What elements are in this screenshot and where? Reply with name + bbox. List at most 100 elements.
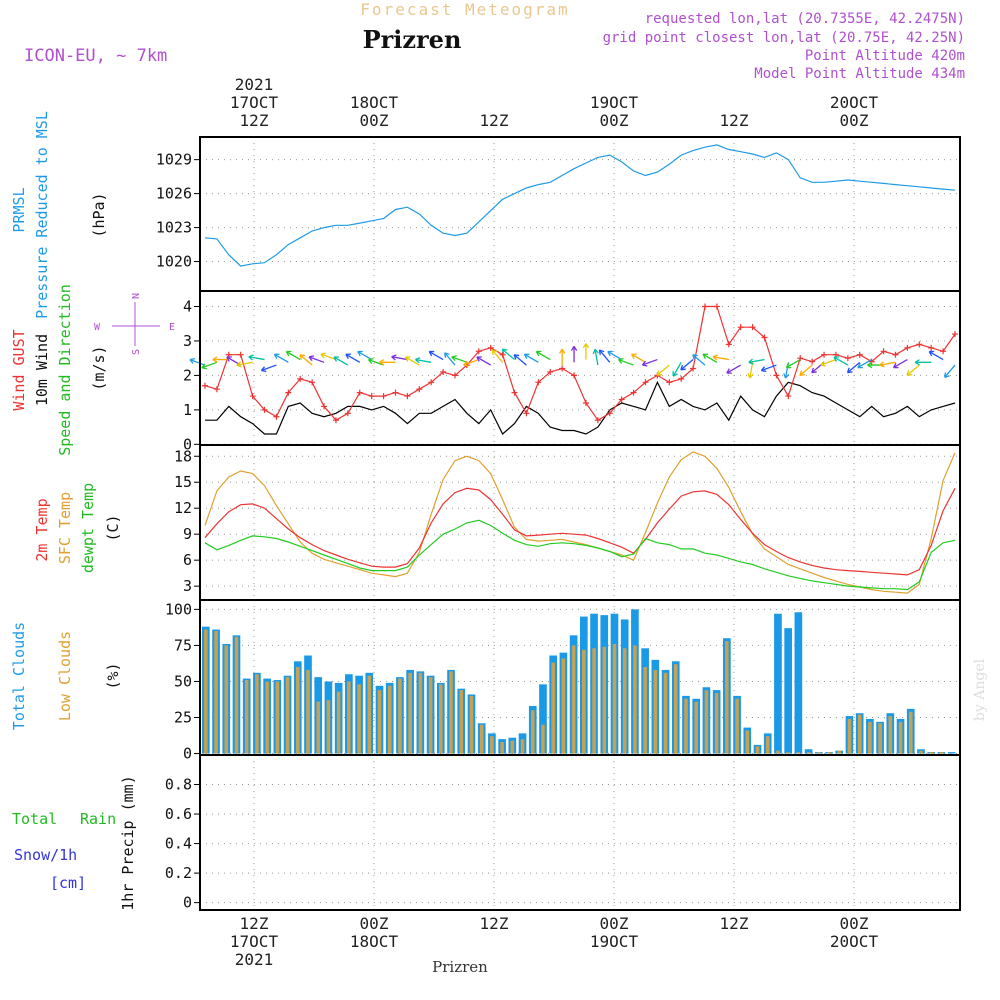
compass-n: N xyxy=(131,293,142,299)
total-cloud-label: Total Clouds xyxy=(10,622,28,730)
low-cloud-bar xyxy=(704,690,709,754)
gust-marker xyxy=(356,389,363,396)
rain-label: Rain xyxy=(80,810,116,828)
dewpoint-line xyxy=(204,519,956,591)
gust-marker xyxy=(737,324,744,331)
wind-arrow xyxy=(847,361,861,374)
low-cloud-bar xyxy=(878,723,882,754)
low-cloud-bar xyxy=(520,739,525,754)
bottom-tick-label: 00Z xyxy=(360,914,389,933)
wind-arrow-head xyxy=(879,361,885,368)
model-altitude: Model Point Altitude 434m xyxy=(754,66,965,82)
wind-arrow-head xyxy=(345,353,351,360)
low-cloud-bar xyxy=(847,718,852,754)
wind-arrow-head xyxy=(811,367,817,374)
footer-station: Prizren xyxy=(432,958,488,976)
wind-arrow xyxy=(906,364,920,376)
low-cloud-bar xyxy=(684,698,688,754)
wind-arrow xyxy=(451,356,468,363)
station-title: Prizren xyxy=(363,25,462,54)
wind-arrow-head xyxy=(415,357,421,364)
wind-arrow xyxy=(333,356,349,366)
snow-label: Snow/1h xyxy=(14,846,77,864)
wind-arrow xyxy=(680,359,694,371)
gust-marker xyxy=(773,372,780,379)
wind-arrow xyxy=(476,356,492,366)
low-cloud-bar xyxy=(643,667,647,754)
wind-arrow-head xyxy=(944,372,950,378)
low-cloud-bar xyxy=(735,698,739,754)
wind-arrow xyxy=(501,348,515,361)
prmsl-label: PRMSL xyxy=(10,187,28,232)
top-tick-label: 00Z xyxy=(840,111,869,130)
gust-marker xyxy=(594,417,601,424)
low-cloud-bar xyxy=(939,752,944,754)
gust-marker xyxy=(416,386,423,393)
bottom-tick-label: 12Z xyxy=(720,914,749,933)
gust-marker xyxy=(904,344,911,351)
wind-arrow-head xyxy=(368,358,374,364)
total-cloud-bar xyxy=(947,752,956,754)
low-cloud-bar xyxy=(745,730,750,754)
y-tick-label: 0.8 xyxy=(165,776,192,794)
top-tick-label: 00Z xyxy=(360,111,389,130)
low-cloud-bar xyxy=(204,629,208,754)
low-cloud-bar xyxy=(336,691,341,754)
gust-marker xyxy=(499,351,506,358)
wind-labels: Wind GUST 10m Wind Speed and Direction (… xyxy=(10,284,175,456)
gust-marker xyxy=(440,368,447,375)
wind-arrow-head xyxy=(712,354,718,361)
y-tick-label: 1 xyxy=(183,401,192,419)
low-cloud-bar xyxy=(806,752,811,754)
t2m-line xyxy=(204,487,956,576)
low-cloud-bar xyxy=(244,680,249,754)
gust-marker xyxy=(202,382,208,389)
precip-labels: Total Rain Snow/1h [cm] 1hr Precip (mm) xyxy=(12,775,137,910)
y-tick-label: 1029 xyxy=(156,151,192,169)
low-cloud-bar xyxy=(449,671,453,754)
wind-arrow xyxy=(274,353,289,363)
wind-arrow-head xyxy=(607,350,613,357)
pressure-line xyxy=(204,144,956,267)
low-cloud-bar xyxy=(347,681,351,754)
wind-arrow-head xyxy=(857,362,863,369)
gust-marker xyxy=(475,348,482,355)
low-cloud-bar xyxy=(796,752,801,754)
gust-marker xyxy=(309,379,316,386)
wind-arrow-head xyxy=(404,356,411,362)
cloud-labels: Total Clouds Low Clouds (%) xyxy=(10,622,122,730)
gust-marker xyxy=(642,379,649,386)
wind-arrow-head xyxy=(570,345,578,351)
y-tick-label: 75 xyxy=(174,636,192,654)
gust-marker xyxy=(297,375,304,382)
bottom-tick-label: 20OCT xyxy=(830,932,879,951)
y-tick-label: 0 xyxy=(183,435,192,453)
y-tick-label: 1026 xyxy=(156,185,192,203)
gust-marker xyxy=(880,348,887,355)
low-cloud-bar xyxy=(469,695,474,754)
low-cloud-bar xyxy=(694,701,698,754)
wind-arrow xyxy=(189,358,206,366)
wind-arrow-head xyxy=(726,368,732,374)
wind-arrow-head xyxy=(513,354,520,360)
top-tick-label: 12Z xyxy=(720,111,749,130)
low-cloud-bar xyxy=(439,684,443,754)
wind-arrow-head xyxy=(236,361,242,368)
low-cloud-bar xyxy=(827,752,831,754)
low-cloud-bar xyxy=(592,648,596,754)
gust-marker xyxy=(368,393,375,400)
low-cloud-bar xyxy=(530,710,535,754)
bottom-tick-label: 00Z xyxy=(600,914,629,933)
y-tick-label: 0 xyxy=(183,894,192,912)
wind-arrow-head xyxy=(523,353,530,360)
dew-label: dewpt Temp xyxy=(79,483,97,573)
bottom-tick-label: 17OCT xyxy=(230,932,279,951)
y-tick-label: 6 xyxy=(183,551,192,569)
wind-arrow-head xyxy=(598,349,605,356)
low-cloud-bar xyxy=(418,672,423,754)
y-tick-label: 25 xyxy=(174,709,192,727)
wind-arrow-head xyxy=(357,350,363,357)
wind-arrow-head xyxy=(892,362,899,369)
